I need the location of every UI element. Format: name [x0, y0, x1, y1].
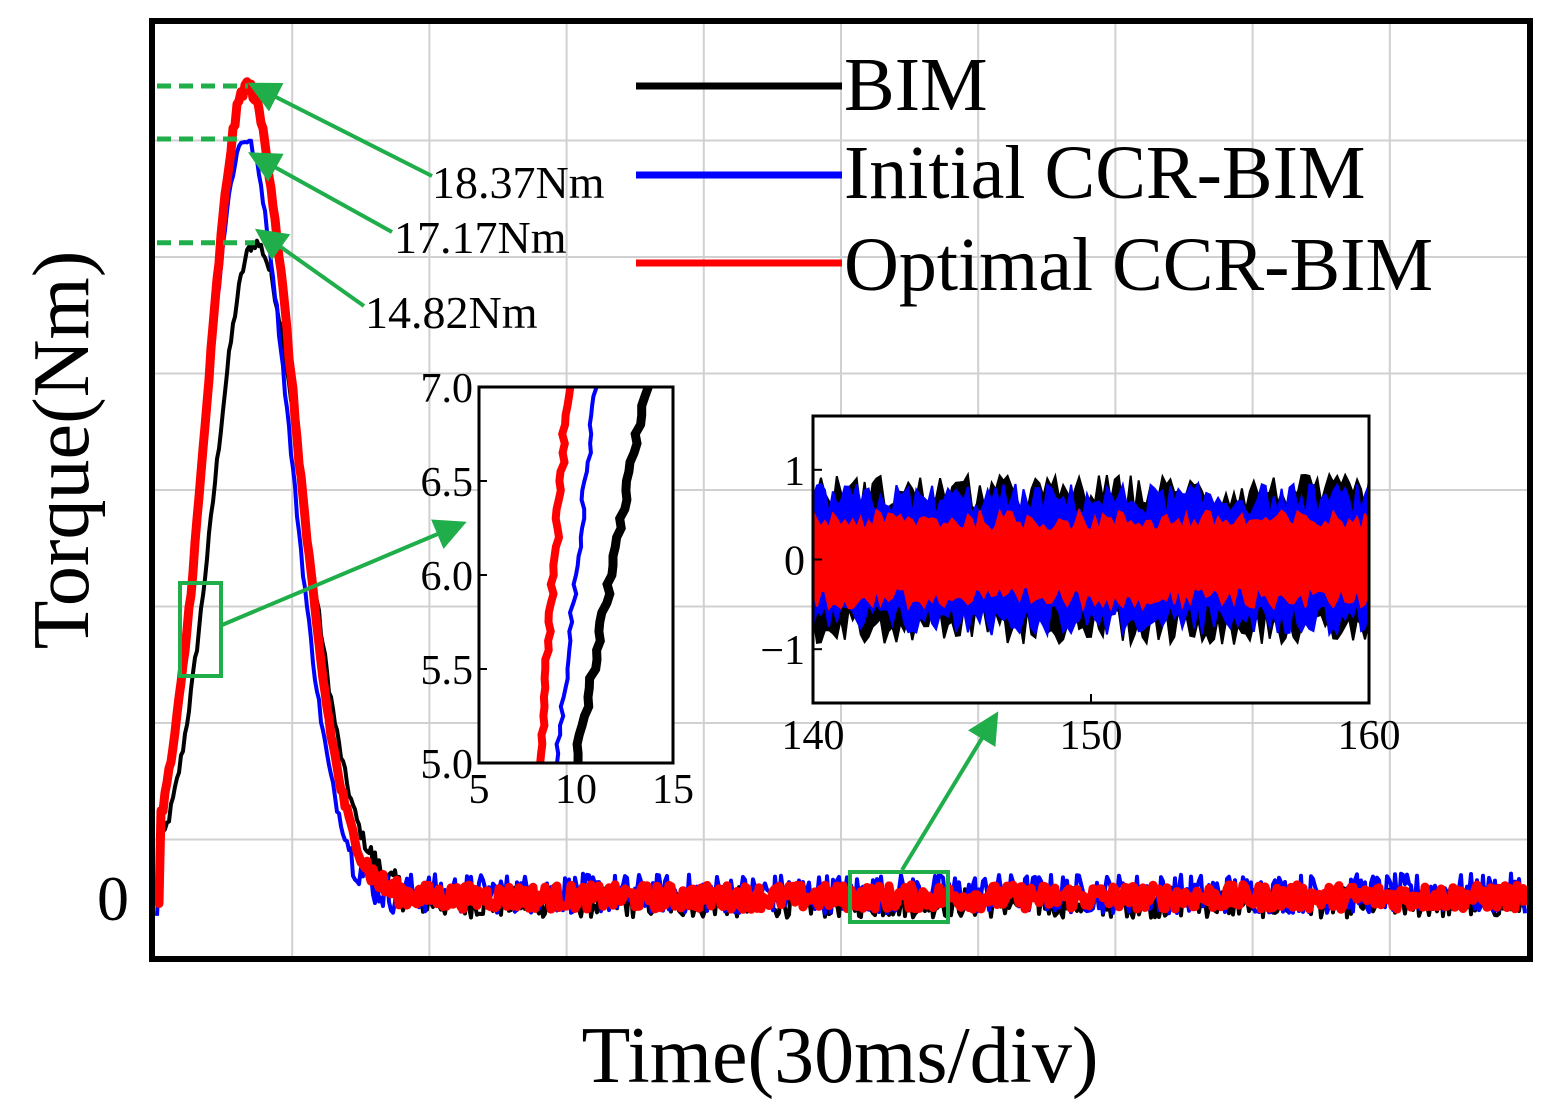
plot-frame [149, 18, 1533, 962]
inset-rise-ytick-label: 5.0 [421, 742, 474, 788]
inset-rise-ytick-label: 6.0 [421, 554, 474, 600]
inset-rise-ytick-label: 6.5 [421, 460, 474, 506]
annotation-arrows [221, 82, 999, 872]
peak-label: 17.17Nm [394, 212, 567, 263]
peak-label: 18.37Nm [432, 157, 605, 208]
inset-rise-ytick-label: 5.5 [421, 648, 474, 694]
legend-label-bim: BIM [844, 43, 988, 127]
inset-rise-line [554, 386, 599, 764]
annotation-arrow [254, 228, 366, 308]
inset-steady-ytick-label: −1 [760, 628, 805, 674]
inset-rise-xtick-label: 5 [469, 767, 490, 813]
zoom-box-rise [178, 581, 223, 678]
legend: BIM Initial CCR-BIM Optimal CCR-BIM [636, 43, 1433, 307]
inset-steady-xtick-label: 140 [782, 713, 845, 759]
legend-label-optimal: Optimal CCR-BIM [844, 223, 1433, 307]
inset-steady-ytick-label: 1 [784, 449, 805, 495]
peak-label: 14.82Nm [365, 287, 538, 338]
annotation-arrow [248, 152, 393, 234]
y-tick-zero: 0 [97, 863, 129, 934]
inset-steady-xtick-label: 160 [1338, 713, 1401, 759]
inset-rise-lines [536, 385, 653, 764]
x-axis-label: Time(30ms/div) [581, 1012, 1098, 1100]
annotation-arrow [221, 519, 467, 627]
inset-rise-line [572, 385, 653, 764]
inset-rise-xtick-label: 15 [652, 767, 694, 813]
torque-curves [152, 77, 1530, 920]
inset-rise-ytick-label: 7.0 [421, 366, 474, 412]
inset-rise-line [536, 386, 575, 764]
inset-steady-bands [812, 471, 1370, 649]
inset-steady: 1 0 −1 140 150 160 [760, 414, 1401, 759]
y-axis-label: Torque(Nm) [18, 251, 106, 650]
inset-steady-ytick-label: 0 [784, 539, 805, 585]
zoom-box-steady [848, 870, 950, 924]
inset-steady-xtick-label: 150 [1060, 713, 1123, 759]
inset-steady-ticks: 1 0 −1 140 150 160 [760, 449, 1400, 759]
inset-rise-ticks: 5.0 5.5 6.0 6.5 7.0 5 10 15 [421, 366, 695, 813]
series-optimal-ccr-bim-line [152, 77, 1530, 914]
inset-rise-xtick-label: 10 [555, 767, 597, 813]
annotation-arrow [900, 711, 999, 872]
legend-label-initial: Initial CCR-BIM [844, 131, 1365, 215]
inset-rise: 5.0 5.5 6.0 6.5 7.0 5 10 15 [421, 366, 695, 813]
annotation-arrow [247, 82, 433, 178]
